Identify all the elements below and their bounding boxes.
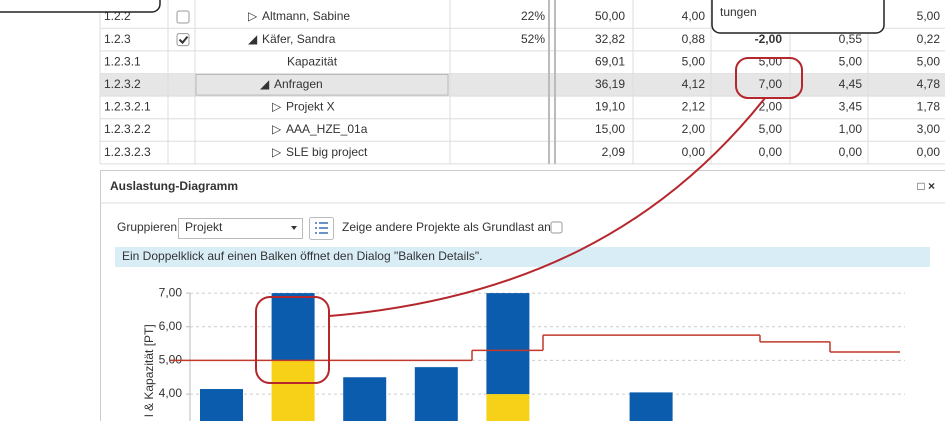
cell-value: 0,22 bbox=[917, 32, 941, 46]
tree-toggle[interactable]: ▷ bbox=[248, 9, 258, 23]
row-id: 1.2.3.1 bbox=[104, 54, 141, 68]
panel-icons[interactable]: □ × bbox=[917, 179, 935, 193]
cell-value: 0,00 bbox=[759, 145, 783, 159]
cell-value: 0,00 bbox=[682, 145, 706, 159]
y-tick-label: 7,00 bbox=[159, 285, 183, 299]
checkbox[interactable] bbox=[551, 222, 562, 233]
row-name: Anfragen bbox=[274, 77, 323, 91]
cell-value: 32,82 bbox=[595, 32, 625, 46]
cell-value: 2,09 bbox=[602, 145, 626, 159]
row-name: Kapazität bbox=[287, 54, 338, 68]
info-text: Ein Doppelklick auf einen Balken öffnet … bbox=[122, 249, 483, 263]
bar-segment[interactable] bbox=[200, 389, 243, 421]
cell-value: 0,00 bbox=[839, 145, 863, 159]
row-id: 1.2.3.2 bbox=[104, 77, 141, 91]
cell-value: 50,00 bbox=[595, 9, 625, 23]
row-id: 1.2.3.2.1 bbox=[104, 100, 151, 114]
cell-value: 5,00 bbox=[839, 54, 863, 68]
cell-value: 1,00 bbox=[839, 122, 863, 136]
checkbox[interactable] bbox=[177, 11, 189, 23]
cell-value: 3,45 bbox=[839, 100, 863, 114]
tree-toggle[interactable]: ◢ bbox=[260, 77, 270, 91]
row-name: Käfer, Sandra bbox=[262, 32, 336, 46]
bar-segment[interactable] bbox=[343, 377, 386, 421]
cell-value: 2,00 bbox=[682, 122, 706, 136]
cell-value: 5,00 bbox=[917, 9, 941, 23]
cell-value: 0,55 bbox=[839, 32, 863, 46]
y-tick-label: 6,00 bbox=[159, 319, 183, 333]
cell-value: 2,12 bbox=[682, 100, 706, 114]
row-highlight bbox=[100, 74, 945, 97]
y-tick-label: 4,00 bbox=[159, 386, 183, 400]
row-name: AAA_HZE_01a bbox=[286, 122, 368, 136]
cell-value: 69,01 bbox=[595, 54, 625, 68]
bar-segment[interactable] bbox=[272, 293, 315, 360]
row-id: 1.2.3 bbox=[104, 32, 131, 46]
bar-segment[interactable] bbox=[415, 367, 458, 421]
tree-toggle[interactable]: ▷ bbox=[272, 100, 282, 114]
cell-value: 36,19 bbox=[595, 77, 625, 91]
callout bbox=[0, 0, 160, 12]
row-name: Projekt X bbox=[286, 100, 335, 114]
share: 22% bbox=[521, 9, 545, 23]
cell-value: 7,00 bbox=[759, 77, 783, 91]
tree-toggle[interactable]: ▷ bbox=[272, 145, 282, 159]
cell-value: 4,45 bbox=[839, 77, 863, 91]
panel-title: Auslastung-Diagramm bbox=[110, 179, 238, 193]
select-value: Projekt bbox=[185, 220, 223, 234]
y-axis-label: l & Kapazität [PT] bbox=[142, 324, 156, 417]
cell-value: 0,88 bbox=[682, 32, 706, 46]
cell-value: 15,00 bbox=[595, 122, 625, 136]
row-name: SLE big project bbox=[286, 145, 368, 159]
cell-value: 19,10 bbox=[595, 100, 625, 114]
cell-value: 3,00 bbox=[917, 122, 941, 136]
cell-value: 5,00 bbox=[759, 54, 783, 68]
cell-value: 4,12 bbox=[682, 77, 706, 91]
tree-toggle[interactable]: ◢ bbox=[248, 32, 258, 46]
row-id: 1.2.3.2.3 bbox=[104, 145, 151, 159]
y-tick-label: 5,00 bbox=[159, 353, 183, 367]
cell-value: 5,00 bbox=[917, 54, 941, 68]
callout-text: tungen bbox=[720, 5, 757, 19]
tree-toggle[interactable]: ▷ bbox=[272, 122, 282, 136]
bar-segment[interactable] bbox=[630, 392, 673, 421]
checkbox[interactable] bbox=[177, 34, 189, 46]
bar-segment[interactable] bbox=[272, 360, 315, 421]
bar-segment[interactable] bbox=[486, 293, 529, 394]
cell-value: -2,00 bbox=[755, 32, 783, 46]
cell-value: 1,78 bbox=[917, 100, 941, 114]
checkbox-label: Zeige andere Projekte als Grundlast an bbox=[342, 220, 551, 234]
cell-value: 4,78 bbox=[917, 77, 941, 91]
share: 52% bbox=[521, 32, 545, 46]
row-id: 1.2.3.2.2 bbox=[104, 122, 151, 136]
cell-value: 5,00 bbox=[759, 122, 783, 136]
group-label: Gruppieren bbox=[117, 220, 177, 234]
cell-value: 5,00 bbox=[682, 54, 706, 68]
cell-value: 0,00 bbox=[917, 145, 941, 159]
row-name: Altmann, Sabine bbox=[262, 9, 350, 23]
bar-segment[interactable] bbox=[486, 394, 529, 421]
cell-value: 4,00 bbox=[682, 9, 706, 23]
